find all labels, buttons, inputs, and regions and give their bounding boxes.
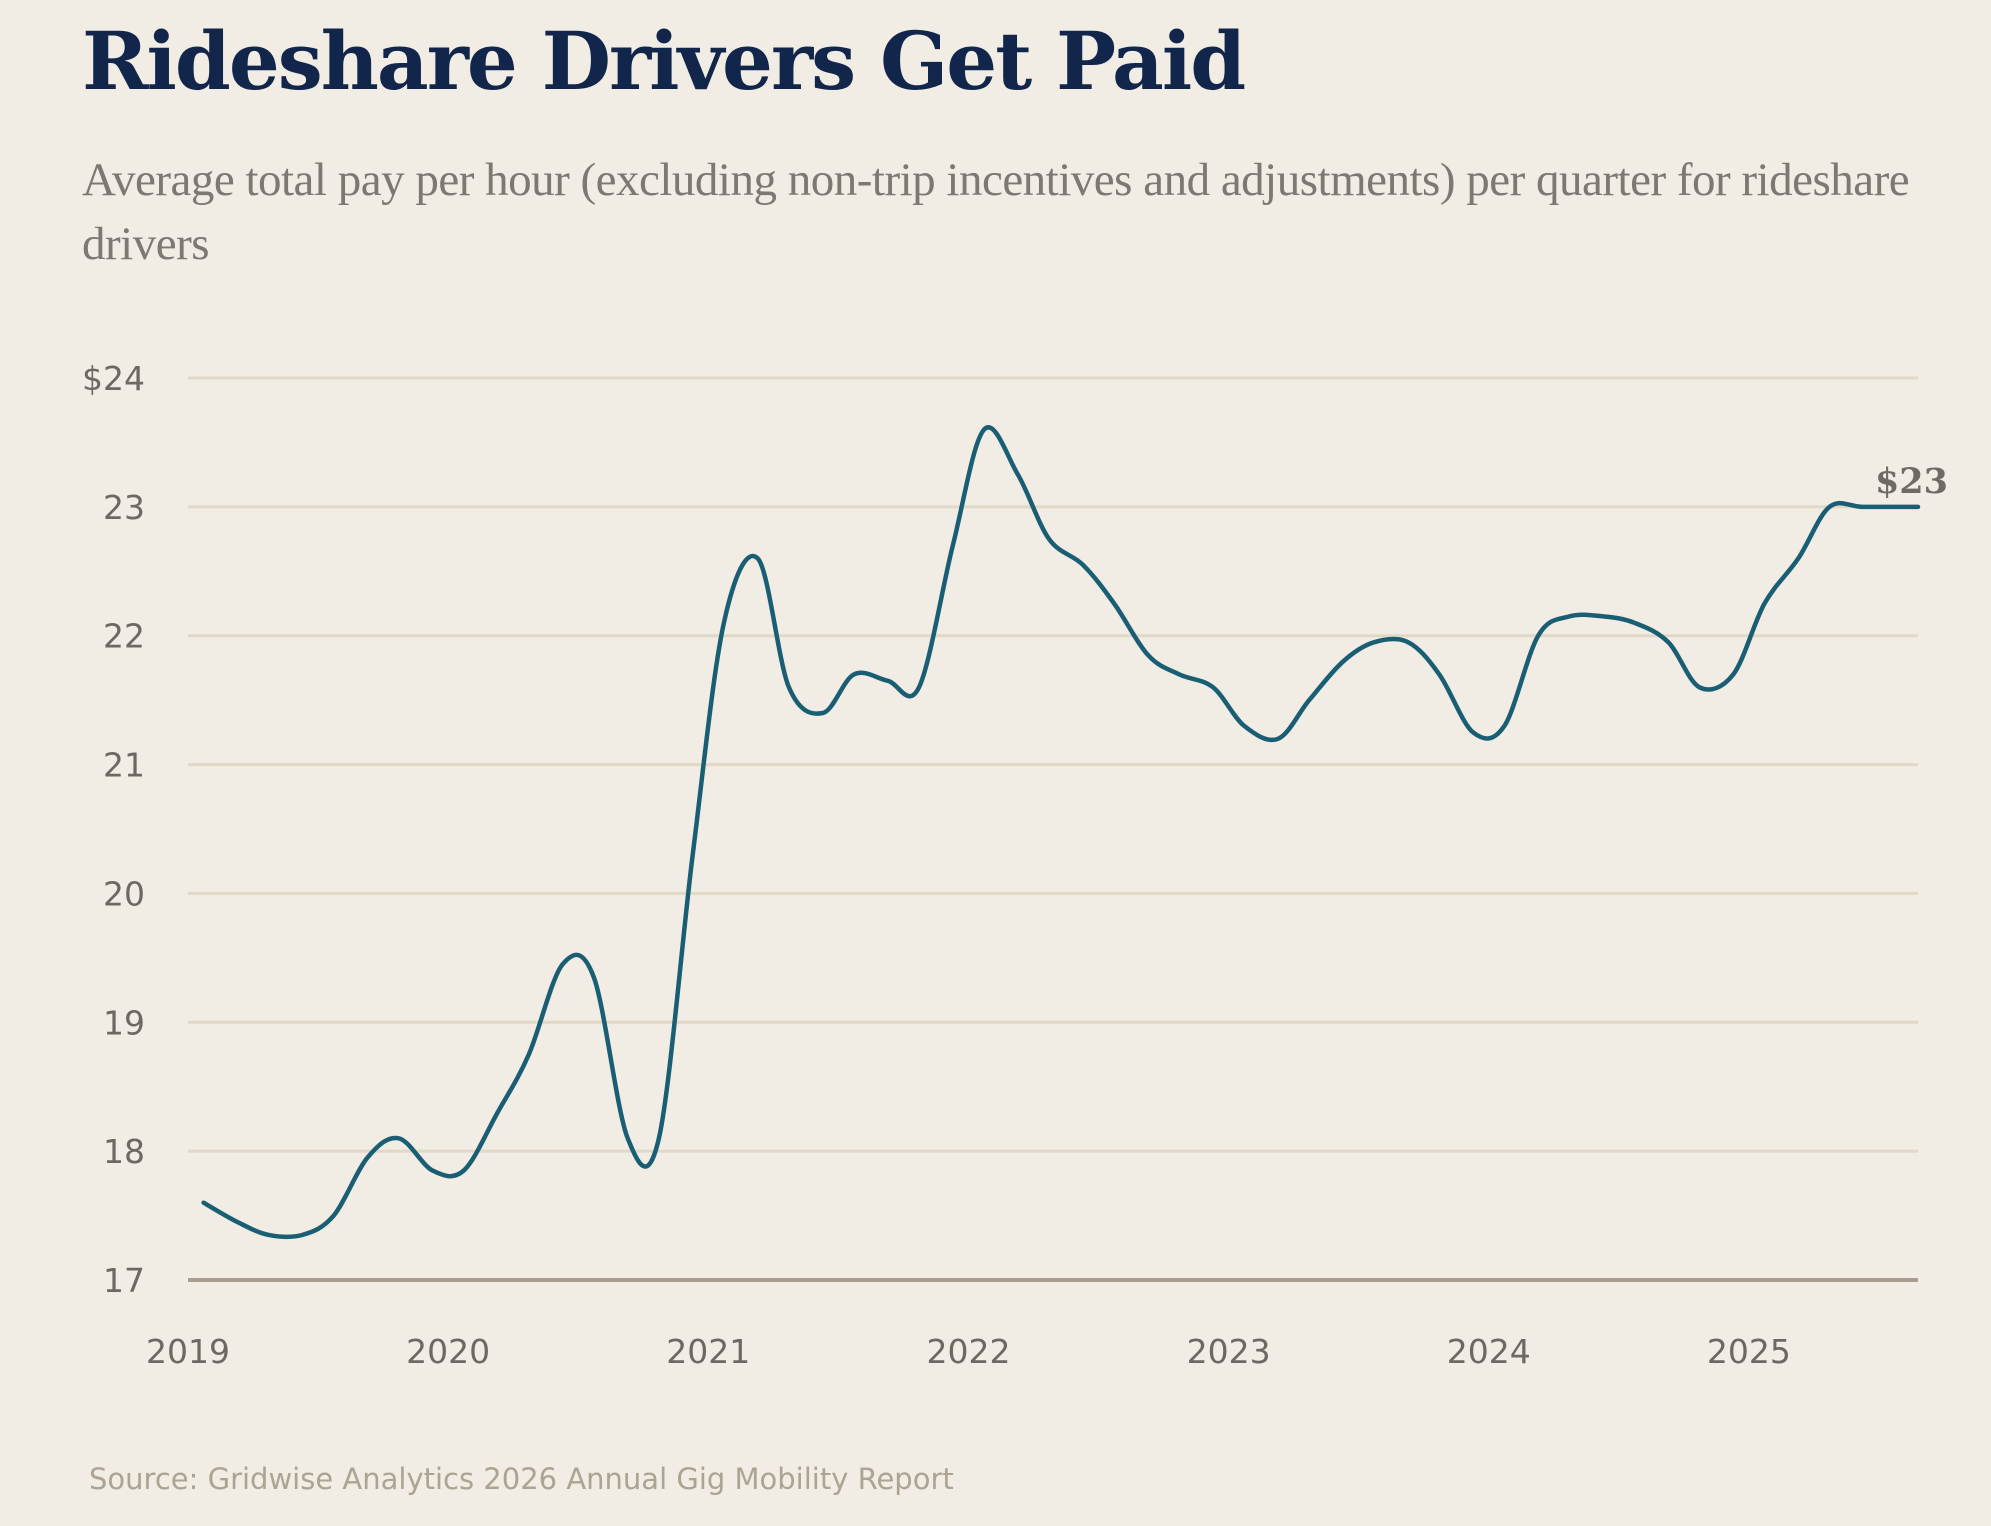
source-note: Source: Gridwise Analytics 2026 Annual G…	[89, 1462, 954, 1496]
x-tick-label: 2019	[146, 1332, 230, 1371]
series-line	[201, 425, 1921, 1240]
x-tick-label: 2020	[406, 1332, 490, 1371]
y-tick-label: 22	[103, 617, 145, 656]
y-tick-label: 19	[103, 1003, 145, 1042]
x-tick-label: 2023	[1187, 1332, 1271, 1371]
x-tick-label: 2025	[1707, 1332, 1791, 1371]
y-tick-label: 23	[103, 488, 145, 527]
y-tick-label: 21	[103, 746, 145, 785]
annotations: $23	[1875, 461, 1948, 502]
x-axis: 2019 2020 2021 2022 2023 2024 2025	[146, 1332, 1791, 1371]
chart-subtitle: Average total pay per hour (excluding no…	[82, 154, 1910, 270]
x-tick-label: 2022	[926, 1332, 1010, 1371]
y-tick-label: 20	[103, 874, 145, 913]
x-tick-label: 2024	[1447, 1332, 1531, 1371]
y-axis: 17 18 19 20 21 22 23 $24	[82, 359, 145, 1300]
series-group	[201, 425, 1921, 1240]
end-value-label: $23	[1875, 461, 1948, 502]
gridlines	[188, 376, 1918, 1282]
x-tick-label: 2021	[666, 1332, 750, 1371]
y-tick-label: 17	[103, 1261, 145, 1300]
y-tick-label: 18	[103, 1132, 145, 1171]
chart-title: Rideshare Drivers Get Paid	[82, 14, 1246, 108]
y-tick-label: $24	[82, 359, 145, 398]
